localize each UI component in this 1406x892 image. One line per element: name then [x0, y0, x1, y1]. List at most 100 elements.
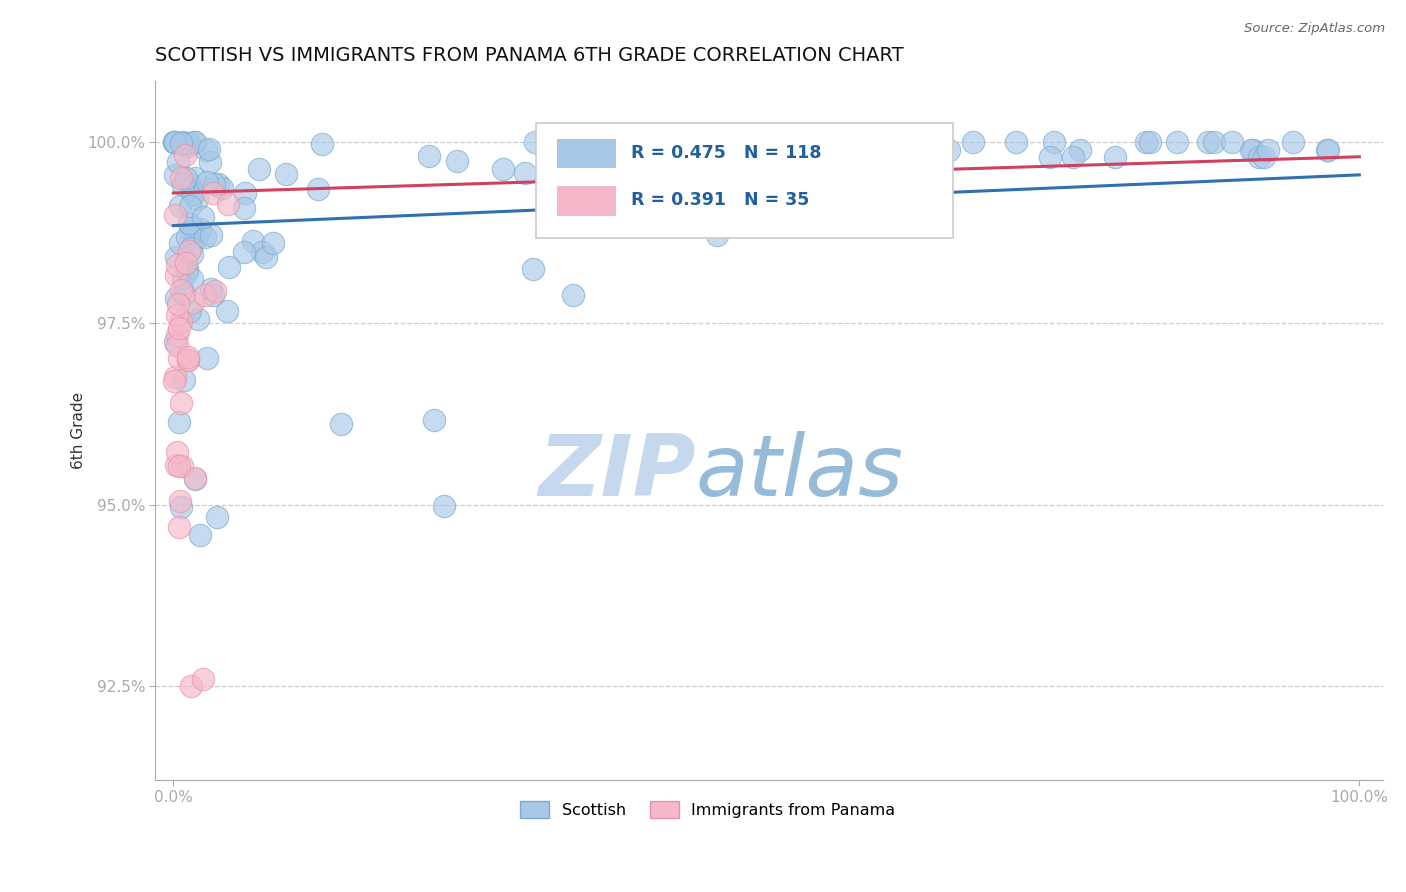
Point [254, 250, 277, 264]
Point [727, 135, 749, 149]
Point [184, 472, 207, 486]
Point [183, 135, 205, 149]
Point [186, 232, 208, 246]
Point [169, 520, 191, 534]
Point [329, 417, 352, 431]
Point [183, 226, 205, 240]
FancyBboxPatch shape [536, 122, 953, 238]
Point [188, 527, 211, 541]
Point [165, 335, 187, 350]
Point [180, 679, 202, 693]
Point [197, 142, 219, 156]
Point [174, 256, 197, 270]
Point [179, 199, 201, 213]
Point [893, 143, 915, 157]
Point [163, 135, 186, 149]
Point [194, 288, 217, 302]
Point [1005, 135, 1028, 149]
Point [176, 350, 198, 364]
Point [177, 244, 200, 258]
Point [179, 136, 201, 151]
Point [181, 183, 204, 197]
Point [180, 241, 202, 255]
Point [191, 211, 214, 225]
Point [170, 396, 193, 410]
Point [1062, 150, 1084, 164]
Point [181, 220, 204, 235]
Point [190, 221, 212, 235]
Point [186, 192, 208, 206]
Point [180, 225, 202, 239]
Point [170, 283, 193, 297]
Point [172, 271, 194, 285]
Point [172, 458, 194, 473]
Point [662, 135, 685, 149]
Bar [557, 186, 616, 216]
Point [165, 251, 187, 265]
Point [181, 246, 204, 260]
Point [194, 229, 217, 244]
Point [250, 245, 273, 260]
Point [198, 154, 221, 169]
Point [166, 258, 188, 272]
Point [195, 351, 218, 366]
Point [262, 235, 284, 250]
Point [169, 235, 191, 250]
Point [169, 494, 191, 508]
Point [962, 135, 984, 149]
Point [165, 291, 187, 305]
Point [1166, 135, 1188, 149]
Point [170, 171, 193, 186]
Point [169, 314, 191, 328]
Point [169, 199, 191, 213]
Point [165, 370, 187, 384]
Text: atlas: atlas [696, 431, 904, 514]
Point [1257, 143, 1279, 157]
Point [177, 216, 200, 230]
Point [433, 500, 456, 514]
Point [800, 184, 823, 198]
Text: R = 0.475   N = 118: R = 0.475 N = 118 [630, 144, 821, 161]
Point [1043, 135, 1066, 149]
Point [173, 373, 195, 387]
Point [1104, 150, 1126, 164]
Point [1282, 135, 1305, 149]
Point [191, 672, 214, 686]
Point [201, 186, 224, 200]
Point [179, 177, 201, 191]
Point [232, 244, 254, 259]
Point [184, 471, 207, 485]
Point [195, 143, 218, 157]
Point [205, 510, 228, 524]
Point [167, 297, 190, 311]
Point [1253, 150, 1275, 164]
Y-axis label: 6th Grade: 6th Grade [72, 392, 86, 469]
Point [181, 294, 204, 309]
Text: SCOTTISH VS IMMIGRANTS FROM PANAMA 6TH GRADE CORRELATION CHART: SCOTTISH VS IMMIGRANTS FROM PANAMA 6TH G… [156, 46, 904, 65]
Point [883, 143, 905, 157]
Point [233, 202, 256, 216]
Point [1316, 143, 1339, 157]
Point [195, 175, 218, 189]
Point [217, 304, 239, 318]
Point [844, 135, 866, 149]
Point [184, 135, 207, 149]
Bar [557, 138, 616, 168]
Point [167, 351, 190, 366]
Legend: Scottish, Immigrants from Panama: Scottish, Immigrants from Panama [513, 794, 901, 824]
Text: ZIP: ZIP [538, 431, 696, 514]
Point [423, 413, 446, 427]
Point [173, 286, 195, 301]
Point [1197, 135, 1219, 149]
Point [837, 135, 859, 149]
Point [1135, 135, 1157, 149]
Point [938, 143, 960, 157]
Point [538, 190, 561, 204]
Point [446, 154, 468, 169]
Point [184, 171, 207, 186]
Point [166, 328, 188, 343]
Point [1139, 135, 1161, 149]
Point [1220, 135, 1243, 149]
Point [179, 303, 201, 318]
Point [418, 149, 440, 163]
